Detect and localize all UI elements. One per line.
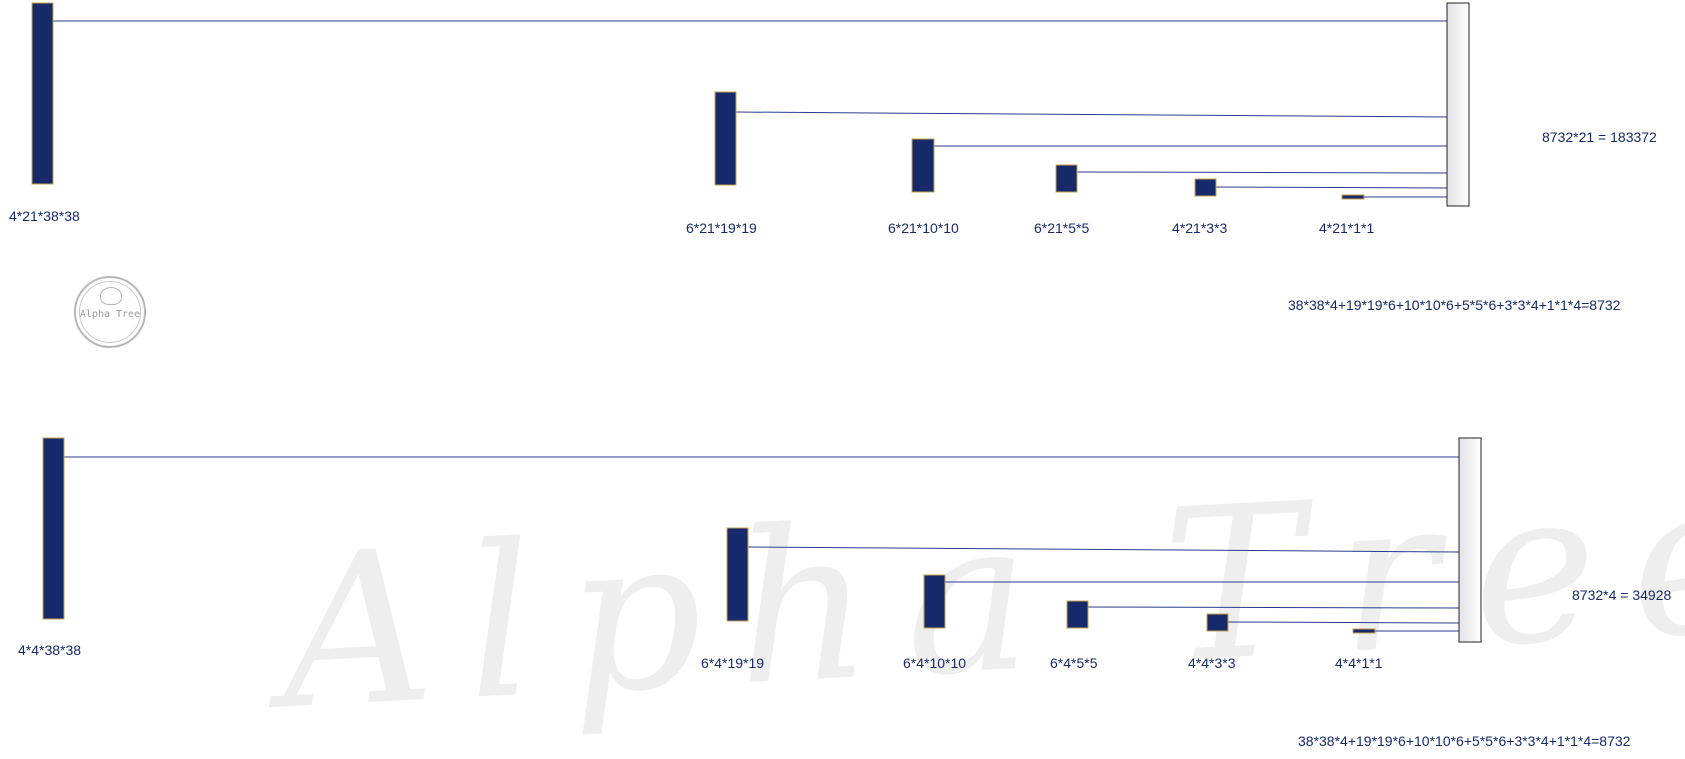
feature-map-block xyxy=(726,527,749,622)
feature-map-block xyxy=(714,91,737,186)
block-label: 6*21*5*5 xyxy=(1034,220,1090,236)
block-label: 4*4*1*1 xyxy=(1335,655,1383,671)
connector-line xyxy=(1076,171,1448,174)
block-label: 4*21*38*38 xyxy=(9,208,80,224)
block-label: 4*4*38*38 xyxy=(18,642,82,658)
connector-line xyxy=(1087,606,1460,609)
logo-text: Alpha Tree xyxy=(79,309,141,320)
connector-line xyxy=(1215,186,1448,189)
diagram-bottom xyxy=(42,437,1482,643)
alpha-tree-logo: Alpha Tree xyxy=(74,276,146,348)
feature-map-block xyxy=(31,2,54,185)
diagram-top xyxy=(31,2,1470,207)
feature-map-block xyxy=(1206,613,1229,632)
block-label: 6*4*10*10 xyxy=(903,655,967,671)
connector-line xyxy=(1227,621,1460,624)
concat-block xyxy=(1446,2,1470,207)
feature-map-block xyxy=(911,138,935,193)
feature-map-block xyxy=(923,574,946,629)
block-label: 6*21*19*19 xyxy=(686,220,757,236)
formula-label: 38*38*4+19*19*6+10*10*6+5*5*6+3*3*4+1*1*… xyxy=(1288,297,1621,313)
feature-map-block xyxy=(42,437,65,620)
connector-line xyxy=(735,111,1448,118)
concat-block xyxy=(1458,437,1482,643)
tree-icon xyxy=(100,287,122,305)
block-label: 6*4*5*5 xyxy=(1050,655,1098,671)
feature-map-block xyxy=(1055,164,1078,193)
feature-map-block xyxy=(1341,194,1365,200)
block-label: 4*21*3*3 xyxy=(1172,220,1228,236)
block-label: 6*21*10*10 xyxy=(888,220,959,236)
connector-line xyxy=(747,546,1460,553)
result-label: 8732*21 = 183372 xyxy=(1542,129,1657,145)
block-label: 6*4*19*19 xyxy=(701,655,765,671)
feature-map-block xyxy=(1194,178,1217,197)
feature-map-block xyxy=(1352,628,1376,634)
result-label: 8732*4 = 34928 xyxy=(1572,587,1672,603)
block-label: 4*21*1*1 xyxy=(1319,220,1375,236)
formula-label: 38*38*4+19*19*6+10*10*6+5*5*6+3*3*4+1*1*… xyxy=(1298,733,1631,749)
block-label: 4*4*3*3 xyxy=(1188,655,1236,671)
feature-map-block xyxy=(1066,600,1089,629)
